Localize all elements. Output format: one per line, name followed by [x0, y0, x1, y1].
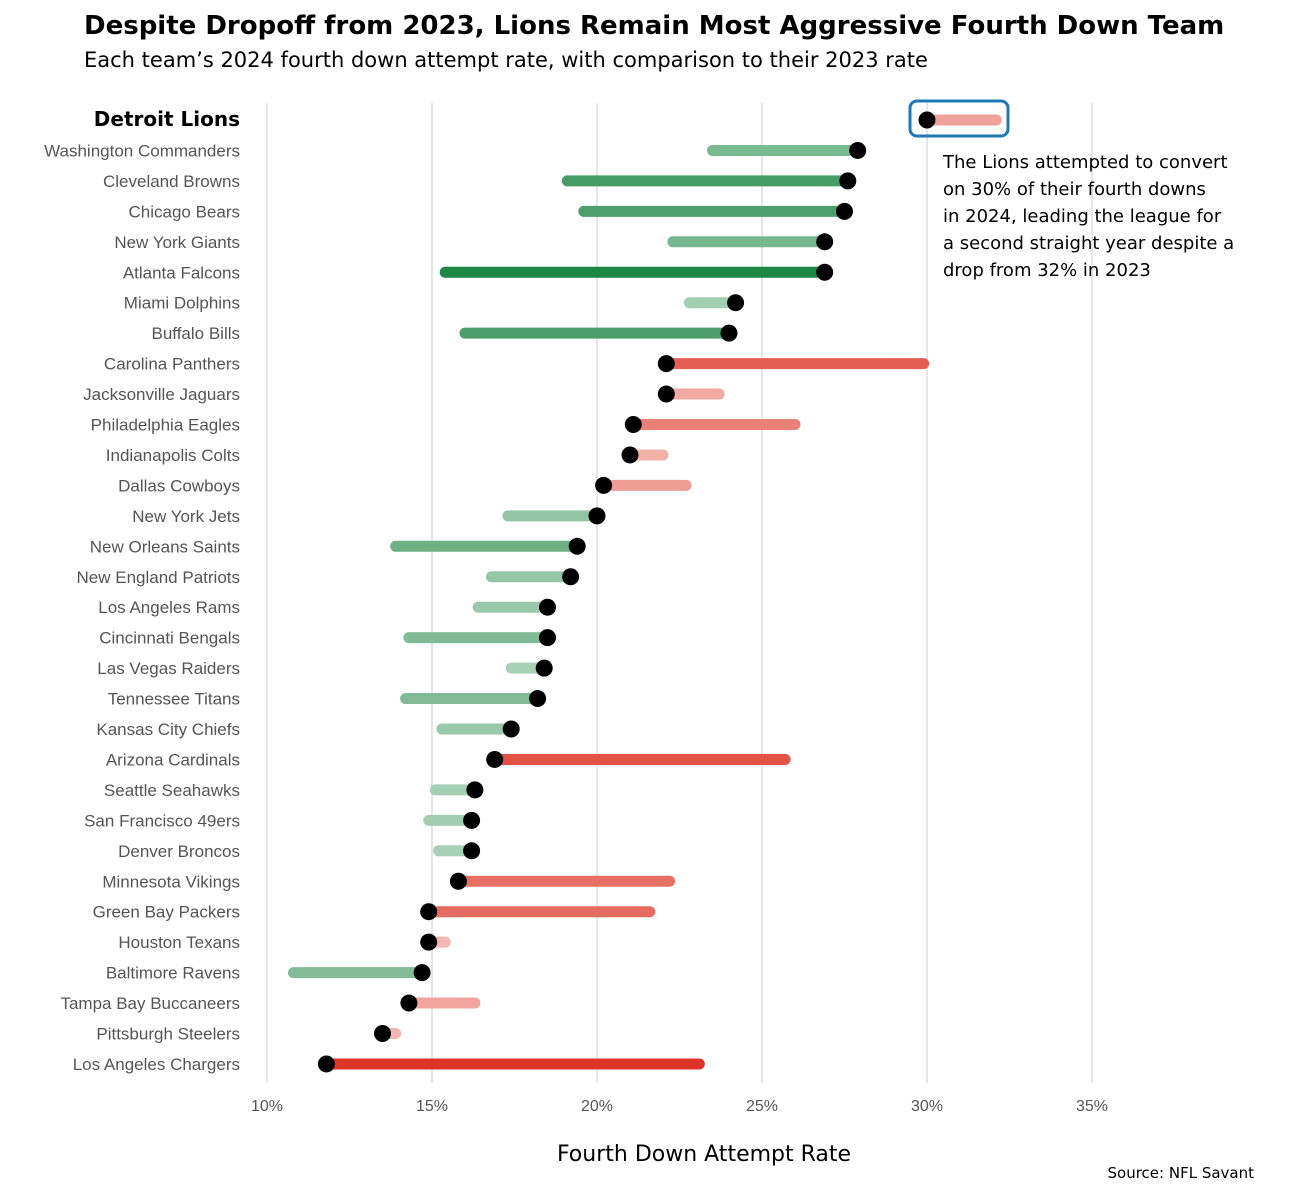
- source-note: Source: NFL Savant: [1108, 1164, 1255, 1182]
- rate-2024-point: [463, 811, 481, 829]
- team-label: Baltimore Ravens: [106, 964, 240, 983]
- team-label: Houston Texans: [118, 933, 240, 952]
- team-label: Pittsburgh Steelers: [96, 1025, 240, 1044]
- rate-2024-point: [420, 933, 438, 951]
- x-axis-title: Fourth Down Attempt Rate: [557, 1142, 851, 1167]
- rate-2024-point: [420, 903, 438, 921]
- annotation-line: on 30% of their fourth downs: [943, 179, 1206, 200]
- rate-2024-point: [720, 324, 738, 342]
- team-label: Los Angeles Rams: [98, 598, 240, 617]
- team-label: Denver Broncos: [118, 842, 240, 861]
- team-label: Seattle Seahawks: [104, 781, 240, 800]
- rate-2024-point: [539, 598, 556, 616]
- team-label: Arizona Cardinals: [106, 750, 240, 769]
- team-label: Dallas Cowboys: [118, 476, 240, 495]
- chart-title: Despite Dropoff from 2023, Lions Remain …: [84, 11, 1224, 41]
- team-label: Kansas City Chiefs: [96, 720, 240, 739]
- team-label: Tampa Bay Buccaneers: [60, 994, 240, 1013]
- x-tick-label: 30%: [911, 1098, 943, 1115]
- team-label: Las Vegas Raiders: [97, 659, 240, 678]
- x-axis-ticks: 10% 15% 20% 25% 30% 35%: [251, 1098, 1108, 1115]
- rate-2024-point: [539, 629, 556, 647]
- team-label: Tennessee Titans: [108, 690, 240, 709]
- rate-2024-point: [727, 294, 745, 312]
- rate-2024-point: [463, 842, 481, 860]
- team-label: New England Patriots: [77, 568, 240, 587]
- gridlines: [266, 103, 1093, 1083]
- rate-2024-point: [413, 964, 431, 982]
- rate-2024-point: [486, 750, 504, 768]
- team-label: Minnesota Vikings: [102, 872, 240, 891]
- team-label: Philadelphia Eagles: [91, 416, 240, 435]
- rate-2024-point: [836, 202, 853, 220]
- team-label: Buffalo Bills: [151, 324, 240, 343]
- rate-2024-point: [374, 1025, 391, 1042]
- rate-2024-point: [657, 355, 675, 373]
- rate-2024-point: [816, 233, 834, 251]
- team-label: New York Jets: [132, 507, 240, 526]
- annotation-line: drop from 32% in 2023: [943, 260, 1151, 281]
- rate-2024-point: [535, 659, 553, 677]
- dumbbell-bars: [287, 111, 1002, 1073]
- team-label: Miami Dolphins: [124, 294, 240, 313]
- rate-2024-point: [317, 1055, 335, 1073]
- team-label: San Francisco 49ers: [84, 811, 240, 830]
- highlight-box: [908, 99, 1010, 138]
- rate-2024-point: [529, 690, 547, 708]
- rate-2024-point: [624, 416, 642, 433]
- rate-2024-point: [839, 172, 857, 190]
- rate-2024-point: [449, 872, 467, 890]
- team-label: Chicago Bears: [128, 202, 240, 221]
- team-label: Cleveland Browns: [103, 172, 240, 191]
- team-label: Indianapolis Colts: [106, 446, 240, 465]
- x-tick-label: 20%: [581, 1098, 613, 1115]
- rate-2024-point: [918, 111, 936, 129]
- team-labels: Detroit Lions Washington Commanders Clevel…: [44, 107, 240, 1074]
- team-label-highlight: Detroit Lions: [94, 107, 240, 131]
- x-tick-label: 10%: [251, 1098, 283, 1115]
- team-label: Atlanta Falcons: [123, 263, 240, 282]
- team-label: Cincinnati Bengals: [99, 629, 240, 648]
- team-label: Jacksonville Jaguars: [83, 385, 240, 404]
- team-label: Green Bay Packers: [93, 903, 240, 922]
- rate-2024-point: [849, 141, 867, 159]
- rate-2024-point: [562, 568, 580, 586]
- annotation-line: in 2024, leading the league for: [943, 206, 1222, 227]
- annotation-line: The Lions attempted to convert: [942, 152, 1228, 173]
- chart-subtitle: Each team’s 2024 fourth down attempt rat…: [84, 48, 928, 72]
- x-tick-label: 25%: [746, 1098, 778, 1115]
- rate-2024-point: [595, 476, 613, 494]
- annotation-line: a second straight year despite a: [943, 233, 1234, 254]
- team-label: New Orleans Saints: [90, 537, 240, 556]
- team-label: Los Angeles Chargers: [73, 1055, 240, 1074]
- x-tick-label: 35%: [1076, 1098, 1108, 1115]
- annotation: The Lions attempted to convert on 30% of…: [942, 152, 1240, 281]
- rate-2024-point: [816, 263, 834, 281]
- rate-2024-point: [502, 720, 520, 738]
- team-label: New York Giants: [114, 233, 240, 252]
- rate-2024-point: [400, 994, 418, 1012]
- x-tick-label: 15%: [416, 1098, 448, 1115]
- rate-2024-point: [466, 781, 484, 799]
- rate-2024-point: [621, 446, 639, 464]
- rate-2024-point: [568, 537, 586, 555]
- team-label: Carolina Panthers: [104, 355, 240, 374]
- rate-2024-point: [657, 385, 675, 403]
- rate-2024-point: [588, 507, 606, 525]
- team-label: Washington Commanders: [44, 141, 240, 160]
